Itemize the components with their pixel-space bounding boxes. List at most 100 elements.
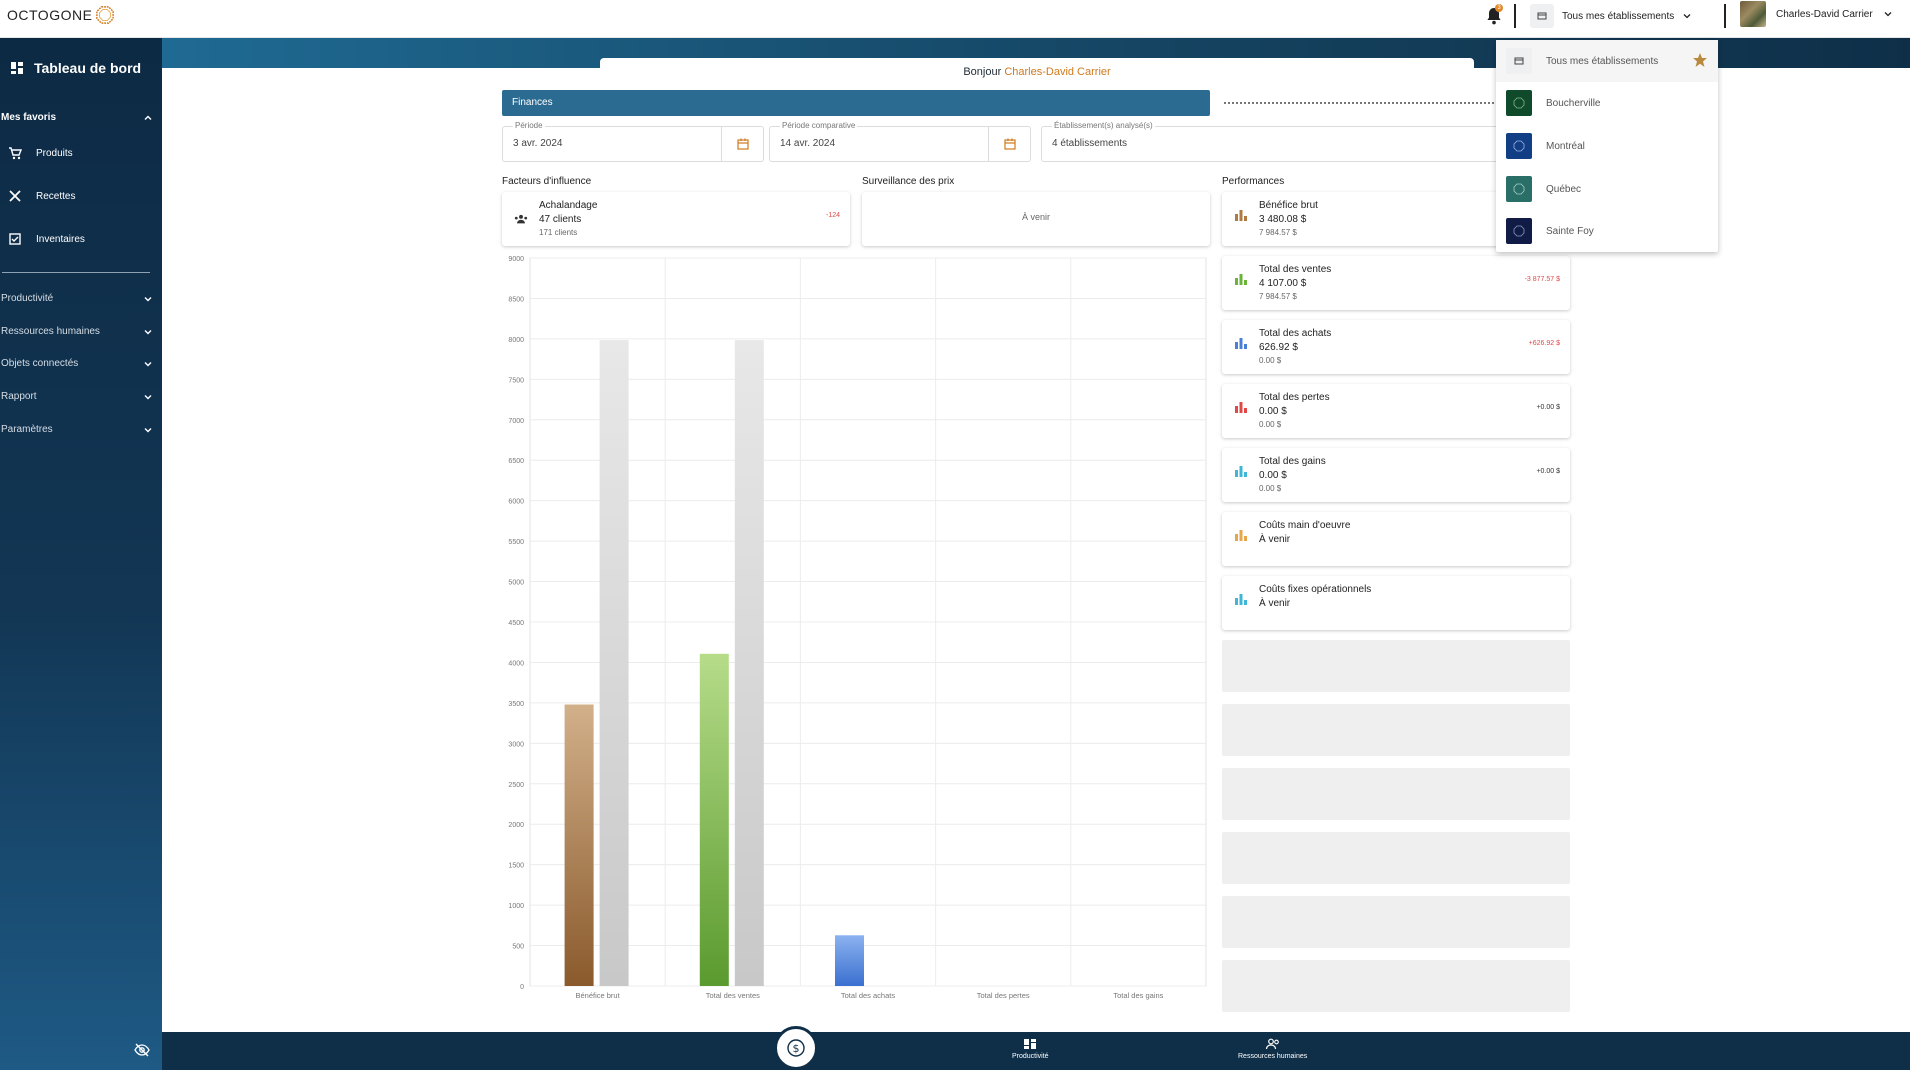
kpi-card-total-gains[interactable]: Total des gains 0.00 $ 0.00 $ +0.00 $ — [1222, 448, 1570, 502]
bar-chart-icon — [1235, 338, 1247, 349]
topbar-divider — [1514, 4, 1516, 28]
store-icon — [1530, 4, 1554, 28]
sidebar-section-ressources-humaines[interactable]: Ressources humaines — [1, 326, 153, 337]
kpi-card-couts-main-oeuvre[interactable]: Coûts main d'oeuvre À venir — [1222, 512, 1570, 566]
kpi-name: Total des ventes — [1259, 264, 1332, 275]
favorites-toggle[interactable]: Mes favoris — [1, 112, 153, 123]
bottom-nav-label: Productivité — [1012, 1053, 1049, 1060]
price-watch-status: À venir — [1021, 212, 1050, 222]
y-tick-label: 3000 — [508, 741, 524, 748]
chart-svg: 0 500 1000 1500 2000 2500 3000 3500 4000 4500 5000… — [508, 256, 1207, 1000]
kpi-value: 3 480.08 $ — [1259, 214, 1307, 225]
notification-badge: 3 — [1495, 4, 1503, 12]
kpi-name: Total des achats — [1259, 328, 1332, 339]
kpi-delta: +626.92 $ — [1528, 340, 1560, 347]
sidebar-item-label: Produits — [36, 147, 73, 159]
chevron-down-icon — [144, 361, 152, 366]
sidebar-section-parametres[interactable]: Paramètres — [1, 424, 153, 435]
dropdown-item-label: Québec — [1546, 183, 1582, 195]
dropdown-item-boucherville[interactable]: Boucherville — [1496, 82, 1718, 124]
performance-title: Performances — [1222, 176, 1285, 187]
kpi-card-total-pertes[interactable]: Total des pertes 0.00 $ 0.00 $ +0.00 $ — [1222, 384, 1570, 438]
calendar-icon[interactable] — [721, 127, 763, 161]
influence-value: 47 clients — [539, 214, 582, 225]
sidebar-section-objets-connectes[interactable]: Objets connectés — [1, 358, 153, 369]
inventory-icon — [9, 233, 21, 245]
placeholder-card — [1222, 704, 1570, 756]
sidebar-item-label: Recettes — [36, 190, 76, 202]
chevron-down-icon — [144, 296, 152, 301]
sidebar-item-produits[interactable]: Produits — [8, 146, 73, 160]
dropdown-item-montreal[interactable]: Montréal — [1496, 125, 1718, 167]
kpi-value: 0.00 $ — [1259, 406, 1287, 417]
sidebar-item-inventaires[interactable]: Inventaires — [8, 232, 85, 246]
establishment-selector[interactable]: Tous mes établissements — [1530, 4, 1710, 28]
bar-current[interactable] — [835, 935, 864, 986]
kpi-name: Coûts main d'oeuvre — [1259, 520, 1351, 531]
kpi-card-total-achats[interactable]: Total des achats 626.92 $ 0.00 $ +626.92… — [1222, 320, 1570, 374]
dropdown-item-label: Boucherville — [1546, 97, 1601, 109]
establishment-logo-icon — [1506, 176, 1532, 202]
kpi-card-total-ventes[interactable]: Total des ventes 4 107.00 $ 7 984.57 $ -… — [1222, 256, 1570, 310]
chevron-down-icon — [144, 329, 152, 334]
sidebar-title[interactable]: Tableau de bord — [10, 60, 141, 76]
placeholder-card — [1222, 640, 1570, 692]
y-tick-label: 1000 — [508, 903, 524, 910]
kpi-delta: +0.00 $ — [1536, 468, 1560, 475]
y-tick-label: 7500 — [508, 377, 524, 384]
bar-chart-icon — [1235, 530, 1247, 541]
establishment-label: Établissement(s) analysé(s) — [1052, 121, 1155, 130]
establishment-value: 4 établissements — [1052, 138, 1128, 149]
sidebar-section-rapport[interactable]: Rapport — [1, 391, 153, 402]
user-menu[interactable]: Charles-David Carrier — [1740, 1, 1893, 27]
bar-current[interactable] — [699, 653, 729, 986]
compare-period-field[interactable]: Période comparative 14 avr. 2024 — [769, 121, 1031, 162]
calendar-icon[interactable] — [988, 127, 1030, 161]
sidebar-section-productivite[interactable]: Productivité — [1, 293, 153, 304]
chevron-down-icon — [144, 394, 152, 399]
greeting: Bonjour Charles-David Carrier — [600, 58, 1474, 84]
y-tick-label: 8500 — [508, 296, 524, 303]
y-tick-label: 500 — [512, 944, 524, 951]
bar-chart-icon — [1235, 466, 1247, 477]
eye-off-icon[interactable] — [134, 1042, 150, 1058]
y-tick-label: 9000 — [508, 256, 524, 263]
placeholder-card — [1222, 768, 1570, 820]
finance-nav-button[interactable]: $ — [774, 1026, 818, 1070]
bottom-nav-ressources-humaines[interactable]: Ressources humaines — [1238, 1038, 1307, 1060]
kpi-value: À venir — [1259, 534, 1291, 545]
establishment-field[interactable]: Établissement(s) analysé(s) 4 établissem… — [1041, 121, 1511, 162]
tab-finances[interactable]: Finances — [502, 90, 1210, 116]
avatar — [1740, 1, 1766, 27]
dropdown-item-sainte-foy[interactable]: Sainte Foy — [1496, 210, 1718, 252]
x-tick-label: Total des achats — [841, 991, 895, 1000]
sidebar-section-label: Paramètres — [1, 424, 53, 435]
user-name: Charles-David Carrier — [1776, 8, 1873, 20]
bar-comparative[interactable] — [599, 340, 629, 987]
sidebar-item-recettes[interactable]: Recettes — [8, 189, 75, 203]
sidebar: Tableau de bord Mes favoris Produits Rec… — [0, 38, 162, 1070]
influence-card[interactable]: Achalandage 47 clients 171 clients -124 — [502, 192, 850, 246]
dropdown-item-quebec[interactable]: Québec — [1496, 168, 1718, 210]
bottom-nav-productivite[interactable]: Productivité — [1012, 1038, 1049, 1060]
dropdown-item-all[interactable]: Tous mes établissements — [1496, 40, 1718, 82]
bar-current[interactable] — [564, 704, 594, 986]
logo[interactable]: OCTOGONE — [7, 6, 115, 24]
logo-text: OCTOGONE — [7, 7, 93, 23]
y-tick-label: 2000 — [508, 822, 524, 829]
bar-chart-icon — [1235, 594, 1247, 605]
bar-chart-icon — [1235, 274, 1247, 285]
bar-comparative[interactable] — [734, 340, 764, 987]
star-icon[interactable] — [1692, 52, 1708, 68]
kpi-compare: 7 984.57 $ — [1259, 292, 1297, 301]
placeholder-card — [1222, 960, 1570, 1012]
x-tick-label: Total des pertes — [977, 991, 1030, 1000]
period-field[interactable]: Période 3 avr. 2024 — [502, 121, 764, 162]
bottom-nav — [162, 1032, 1910, 1070]
y-tick-label: 7000 — [508, 418, 524, 425]
sidebar-divider — [2, 272, 150, 273]
y-tick-label: 6500 — [508, 458, 524, 465]
establishment-logo-icon — [1506, 133, 1532, 159]
kpi-card-couts-fixes[interactable]: Coûts fixes opérationnels À venir — [1222, 576, 1570, 630]
establishment-selector-label: Tous mes établissements — [1562, 10, 1675, 22]
